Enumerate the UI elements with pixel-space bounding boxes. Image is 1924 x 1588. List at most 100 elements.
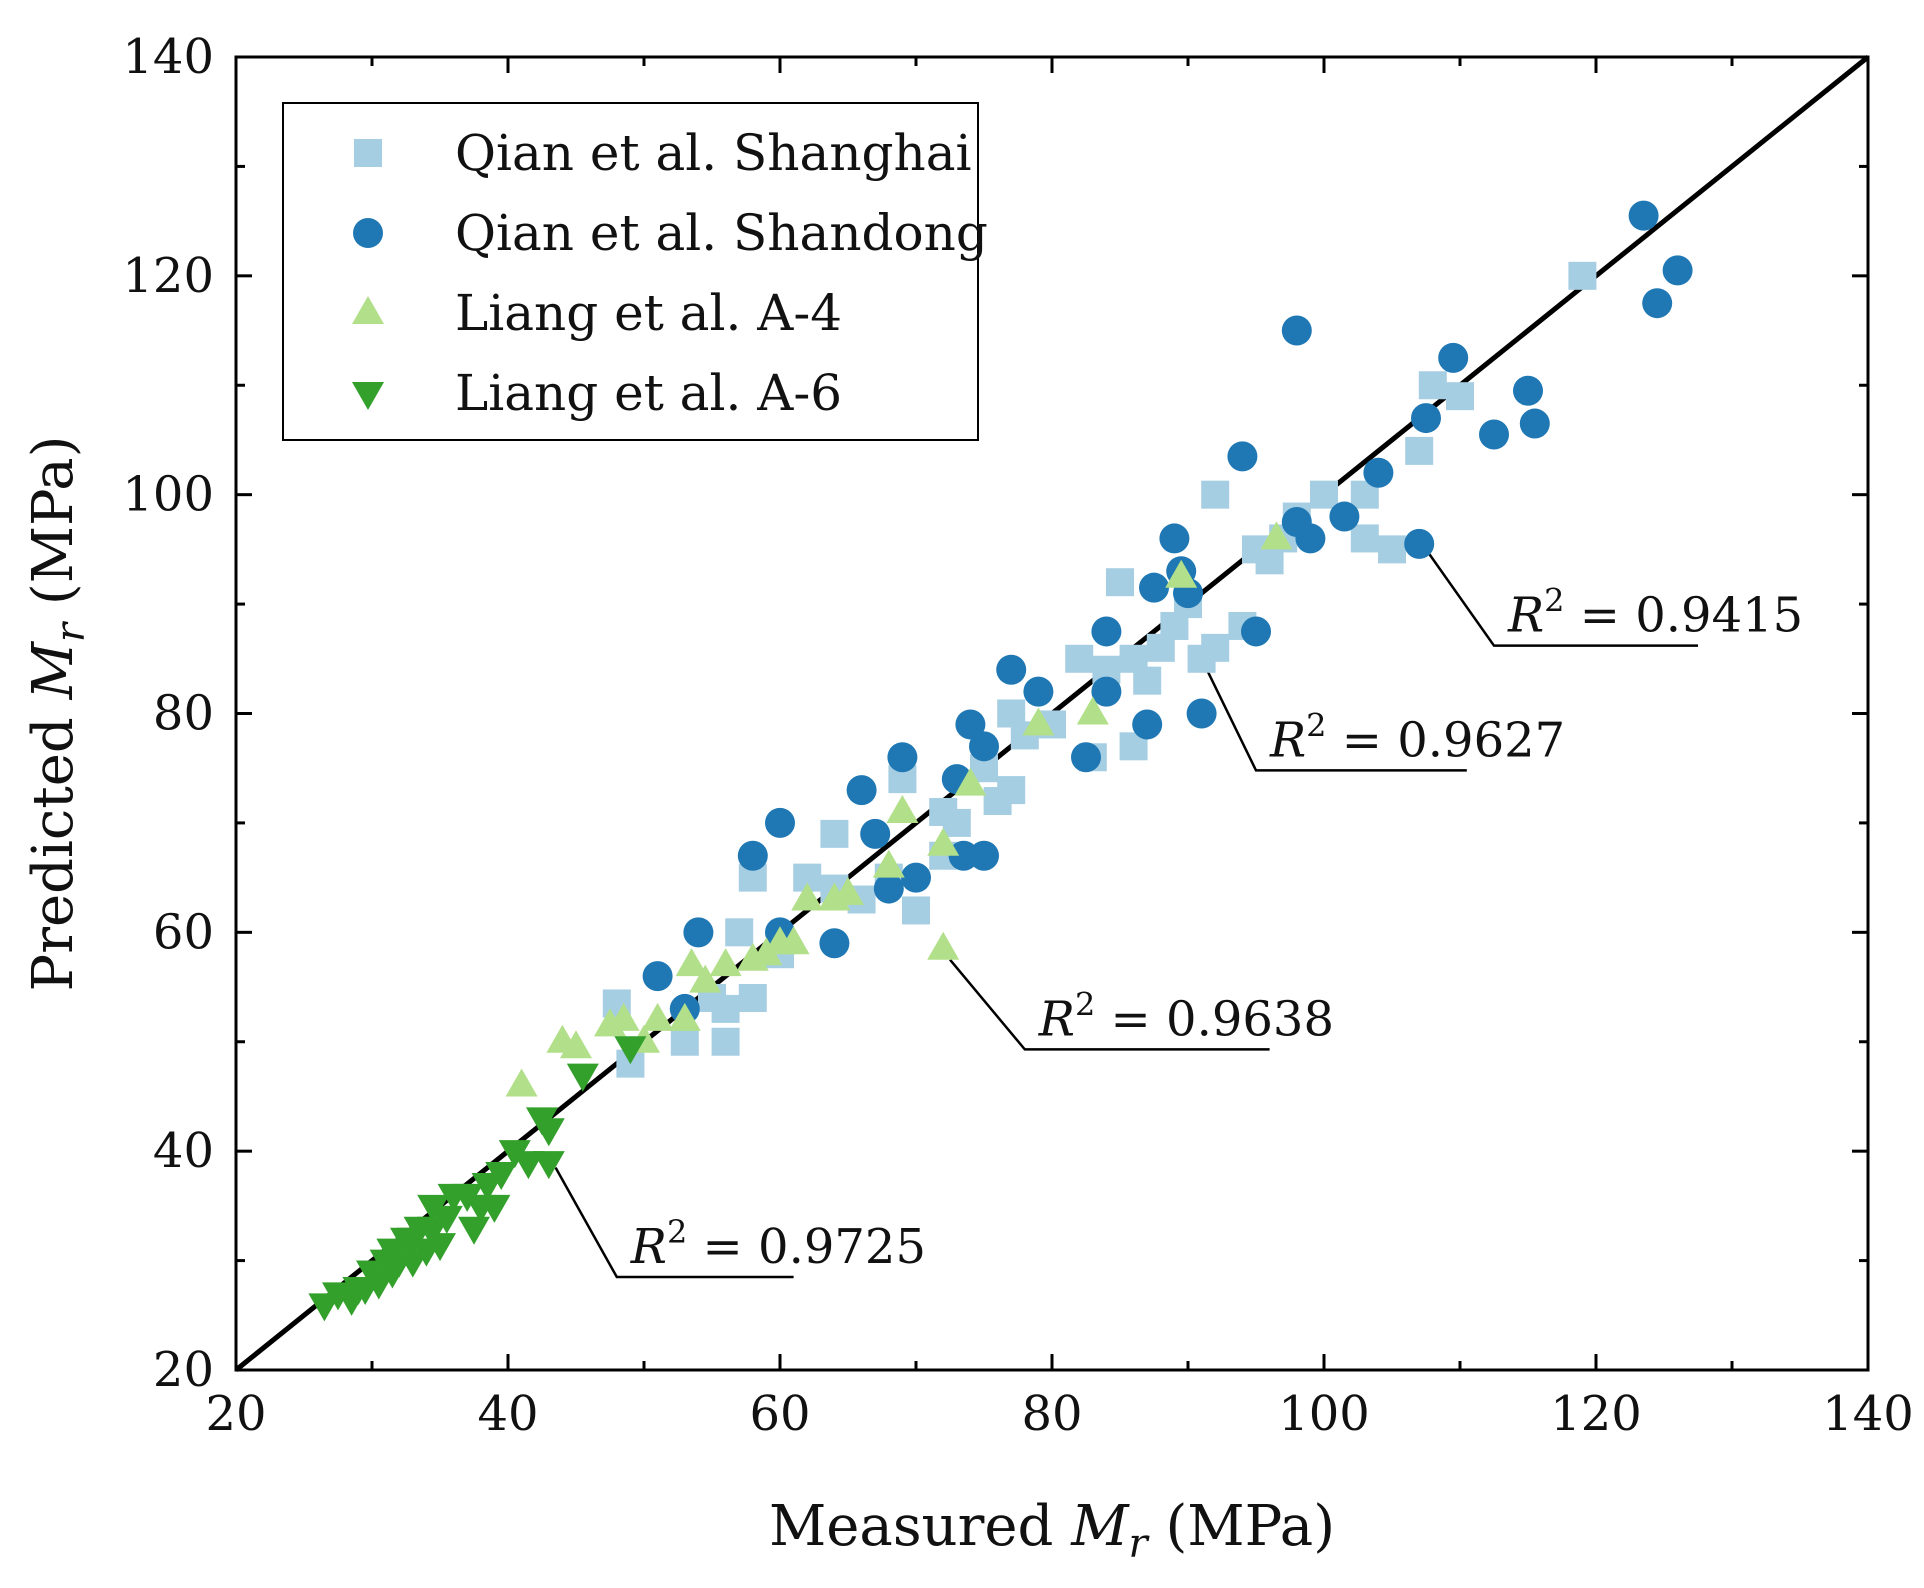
data-point — [1404, 528, 1435, 559]
data-point — [738, 983, 767, 1012]
r-squared-superscript: 2 — [1544, 582, 1564, 620]
r-squared-symbol: R — [1038, 991, 1075, 1047]
data-point — [737, 840, 768, 871]
data-point — [955, 709, 986, 740]
r-squared-superscript: 2 — [1075, 985, 1095, 1023]
data-point — [1446, 382, 1474, 411]
legend: Qian et al. Shanghai Qian et al. Shandong… — [282, 102, 988, 441]
data-point — [1329, 501, 1360, 532]
x-axis-title-subscript: r — [1129, 1521, 1151, 1567]
axis-tick-labels: 20 40 60 80 100 120 140 20 40 60 80 100 120 140 — [122, 29, 1913, 1442]
x-tick-label: 80 — [1021, 1386, 1082, 1442]
r-squared-annotation: R2 = 0.9638 — [1038, 985, 1334, 1047]
data-point — [711, 1027, 740, 1056]
legend-marker — [354, 139, 382, 167]
y-tick-label: 120 — [122, 248, 214, 304]
data-point — [942, 808, 971, 837]
data-point — [532, 1151, 565, 1180]
x-tick-label: 40 — [477, 1386, 538, 1442]
data-point — [1227, 441, 1258, 472]
data-point — [927, 931, 960, 960]
annotation-leader-line — [1200, 658, 1467, 772]
data-point — [1076, 696, 1109, 725]
series-qian-et-al-shandong — [642, 200, 1693, 1024]
data-point — [1241, 616, 1271, 647]
data-point — [820, 819, 849, 848]
data-point — [1438, 342, 1469, 373]
data-point — [1281, 315, 1312, 346]
legend-item-qian-et-al-shandong: Qian et al. Shandong — [353, 204, 988, 262]
data-point — [689, 964, 722, 993]
data-point — [1065, 644, 1094, 673]
annotation-leader-line — [1424, 548, 1698, 647]
data-points — [308, 200, 1693, 1322]
data-point — [1519, 408, 1550, 439]
data-point — [1568, 261, 1597, 290]
r-squared-value: = 0.9415 — [1565, 588, 1804, 644]
plot-frame — [234, 55, 1870, 1372]
data-point — [560, 1030, 592, 1059]
y-tick-label: 80 — [153, 686, 214, 742]
data-point — [1023, 676, 1054, 707]
annotation-leader-line — [554, 1166, 794, 1279]
r-squared-superscript: 2 — [1306, 706, 1326, 744]
data-point — [505, 1068, 538, 1097]
data-point — [1091, 676, 1122, 707]
x-tick-label: 120 — [1550, 1386, 1642, 1442]
y-axis-title-prefix: Predicted — [21, 699, 86, 991]
data-point — [969, 840, 999, 871]
data-point — [765, 807, 795, 838]
x-axis-title: Measured Mr (MPa) — [769, 1494, 1335, 1567]
y-tick-label: 140 — [122, 29, 214, 85]
y-tick-label: 20 — [153, 1342, 214, 1398]
data-point — [819, 928, 850, 959]
data-point — [430, 1205, 463, 1234]
data-point — [1201, 633, 1230, 662]
data-point — [607, 1002, 640, 1031]
data-point — [1165, 559, 1198, 588]
data-point — [1662, 255, 1693, 286]
data-point — [1106, 568, 1134, 597]
x-tick-label: 60 — [749, 1386, 810, 1442]
legend-item-liang-et-al-a-4: Liang et al. A-4 — [352, 284, 842, 342]
legend-items: Qian et al. Shanghai Qian et al. Shandong… — [352, 124, 988, 422]
data-point — [1411, 403, 1441, 434]
y-tick-label: 60 — [153, 904, 214, 960]
data-point — [675, 948, 708, 977]
data-point — [1310, 480, 1338, 509]
data-point — [642, 961, 673, 992]
x-axis-title-prefix: Measured — [769, 1494, 1071, 1559]
annotation-leader-line — [949, 958, 1270, 1051]
data-point — [1260, 521, 1293, 550]
data-point — [725, 918, 754, 947]
y-tick-label: 100 — [122, 467, 214, 523]
r-squared-annotation: R2 = 0.9627 — [1269, 706, 1565, 768]
data-point — [969, 731, 999, 762]
data-point — [860, 818, 891, 849]
data-point — [1350, 524, 1379, 553]
r-squared-superscript: 2 — [667, 1213, 687, 1251]
r-squared-value: = 0.9638 — [1095, 991, 1334, 1047]
data-point — [1628, 200, 1659, 231]
data-point — [1405, 436, 1434, 465]
r-squared-value: = 0.9627 — [1327, 712, 1566, 768]
data-point — [902, 896, 930, 925]
r-squared-annotation: R2 = 0.9725 — [630, 1213, 926, 1275]
legend-label: Qian et al. Shanghai — [455, 124, 972, 182]
y-tick-label: 40 — [153, 1123, 214, 1179]
r-squared-annotation: R2 = 0.9415 — [1507, 582, 1803, 644]
data-point — [1418, 371, 1447, 400]
y-axis-title: Predicted Mr (MPa) — [21, 436, 94, 992]
data-point — [1186, 698, 1217, 729]
data-point — [1071, 742, 1101, 773]
x-tick-label: 140 — [1822, 1386, 1914, 1442]
legend-label: Liang et al. A-4 — [455, 284, 842, 342]
series-liang-et-al-a-4 — [505, 521, 1293, 1097]
data-point — [846, 775, 877, 806]
x-axis-title-symbol: M — [1070, 1494, 1130, 1559]
r-squared-symbol: R — [1269, 712, 1306, 768]
annotation-leaders — [554, 548, 1698, 1279]
x-axis-title-suffix: (MPa) — [1148, 1494, 1335, 1559]
data-point — [1295, 523, 1326, 554]
